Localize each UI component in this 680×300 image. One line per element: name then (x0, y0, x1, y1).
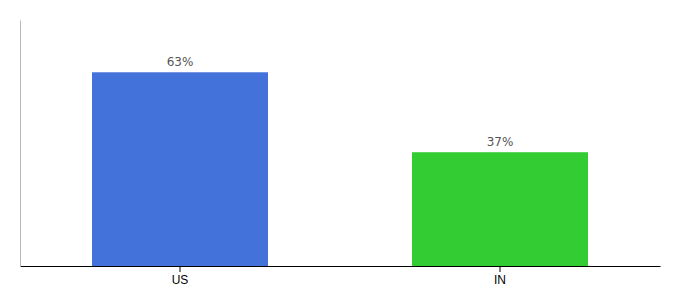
data-label: 63% (167, 55, 194, 69)
x-tick-mark (500, 266, 501, 272)
data-labels: 63% 37% (167, 55, 514, 149)
x-tick-label: IN (494, 273, 506, 287)
y-axis-line (20, 21, 21, 267)
bars (92, 72, 588, 266)
chart: 63% 37% US IN (0, 0, 680, 300)
bar (412, 152, 588, 266)
data-label: 37% (487, 135, 514, 149)
x-tick-mark (180, 266, 181, 272)
x-tick: US (172, 266, 189, 287)
x-axis: US IN (21, 266, 661, 287)
x-tick: IN (494, 266, 506, 287)
bar (92, 72, 268, 266)
x-axis-line (21, 266, 661, 267)
x-tick-label: US (172, 273, 189, 287)
plot: 63% 37% US IN (21, 21, 661, 287)
y-axis (20, 21, 21, 267)
